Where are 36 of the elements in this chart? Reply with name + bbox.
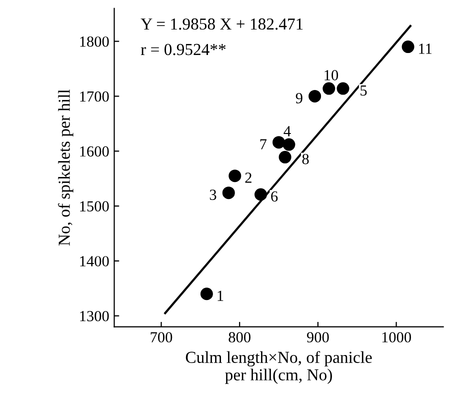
y-tick-label: 1400: [80, 256, 109, 266]
point: [308, 90, 322, 102]
point: [402, 40, 414, 54]
x-tick-label: 700: [150, 332, 172, 342]
y-tick-label: 1300: [80, 310, 109, 322]
y-tick-label: 1500: [80, 201, 109, 212]
annotation: 7: [260, 139, 267, 150]
x-axis-title: Culm length×No, of panicle per hill(cm, No): [186, 351, 372, 384]
point: [278, 150, 292, 164]
annotation: 2: [245, 172, 252, 183]
point: [322, 82, 336, 95]
annotation: 9: [296, 93, 302, 104]
y-tick-label: 1600: [80, 146, 109, 157]
annotation: 5: [360, 85, 367, 96]
y-tick-label: 1700: [80, 91, 109, 102]
annotation: 11: [419, 44, 432, 54]
annotation: r = 0.9524**: [140, 44, 226, 56]
point: [254, 188, 267, 201]
y-axis-title: No, of spikelets per hill: [58, 89, 74, 246]
annotation: 3: [210, 190, 216, 200]
annotation: Y = 1.9858 X + 182.471: [140, 18, 303, 30]
annotation: 1: [218, 290, 224, 301]
point: [336, 82, 350, 95]
point: [282, 138, 296, 151]
annotation: 10: [324, 70, 338, 80]
point: [228, 170, 242, 182]
point: [222, 186, 235, 200]
x-tick-label: 1000: [382, 332, 411, 342]
point: [200, 288, 213, 300]
point: [272, 136, 286, 149]
y-tick-label: 1800: [80, 36, 109, 47]
annotation: 6: [271, 191, 278, 202]
annotation: 4: [284, 126, 291, 136]
x-tick-label: 800: [228, 332, 250, 342]
annotation: 8: [302, 154, 309, 164]
x-tick-label: 900: [306, 332, 329, 342]
